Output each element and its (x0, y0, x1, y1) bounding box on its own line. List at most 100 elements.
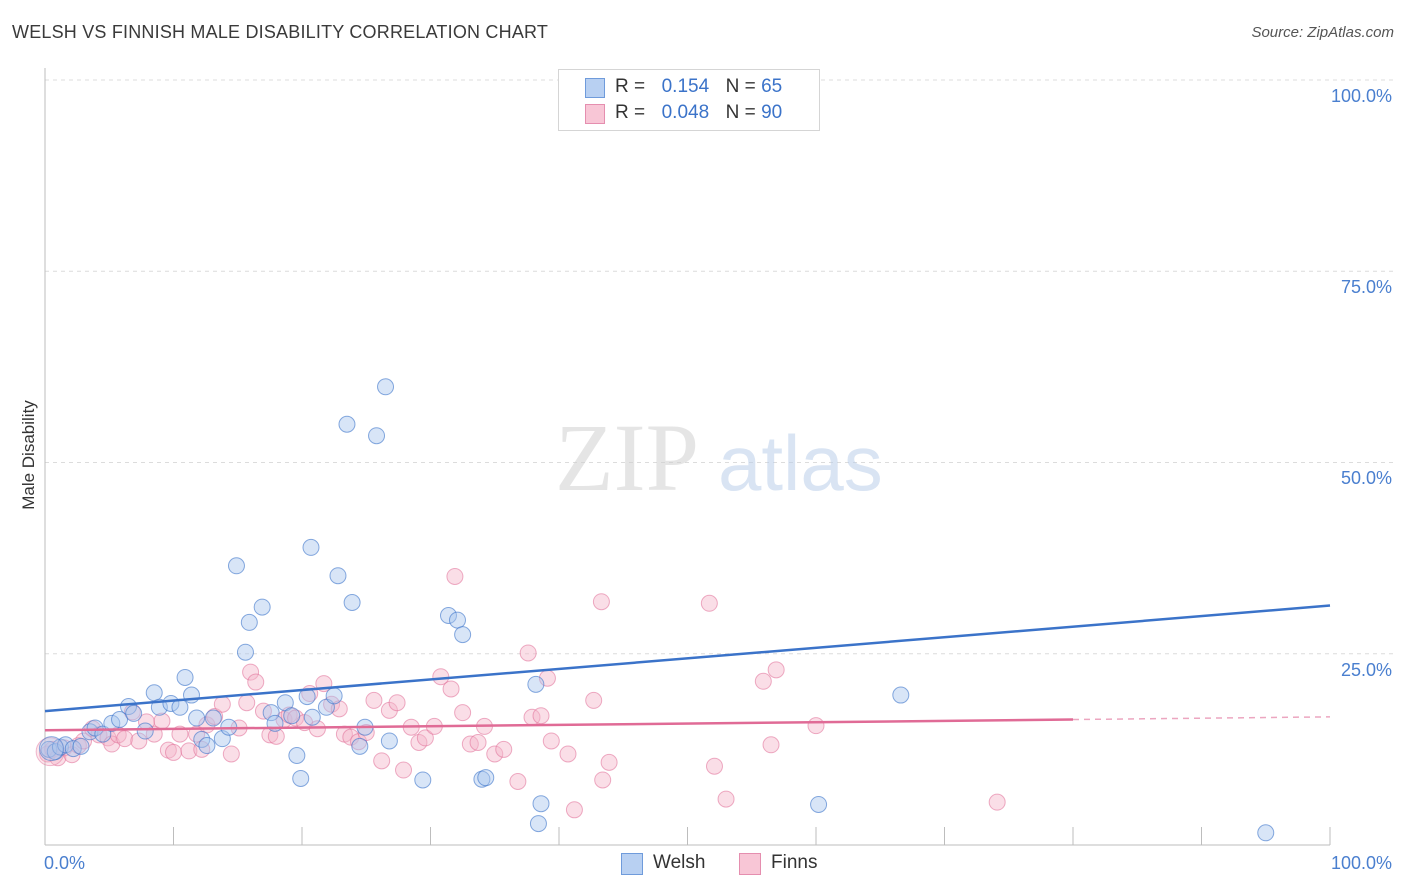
welsh-point (38, 736, 64, 762)
welsh-point (227, 557, 245, 575)
welsh-point (892, 686, 910, 704)
finns-point (519, 644, 537, 662)
finns-point (130, 732, 148, 750)
stats-legend: R = 0.154 N = 65 R = 0.048 N = 90 (558, 69, 820, 131)
finns-point (565, 801, 583, 819)
welsh-point (448, 611, 466, 629)
finns-point (242, 663, 260, 681)
welsh-point (329, 567, 347, 585)
welsh-point (292, 769, 310, 787)
finns-point (542, 732, 560, 750)
finns-point (559, 745, 577, 763)
finns-point (454, 704, 472, 722)
chart-title: WELSH VS FINNISH MALE DISABILITY CORRELA… (12, 22, 549, 42)
finns-trend-line (44, 718, 1074, 732)
source-label: Source: ZipAtlas.com (1251, 24, 1394, 41)
finns-point (247, 673, 265, 691)
finns-point (357, 724, 375, 742)
welsh-point (262, 704, 280, 722)
welsh-point (103, 714, 121, 732)
gridlines (45, 79, 1395, 655)
finns-point (469, 733, 487, 751)
finns-point (416, 729, 434, 747)
finns-point (594, 771, 612, 789)
finns-point (446, 567, 464, 585)
finns-point (442, 680, 460, 698)
finns-point (165, 743, 182, 761)
finns-point (238, 694, 256, 712)
finns-point (395, 761, 413, 779)
finns-point (509, 773, 527, 791)
y-tick-label: 50.0% (1340, 468, 1392, 488)
welsh-point (253, 598, 271, 616)
welsh-point (240, 613, 258, 631)
finns-legend-swatch (739, 853, 761, 875)
finns-point (486, 745, 504, 763)
finns-point (213, 695, 231, 713)
welsh-point (125, 704, 143, 722)
finns-point (116, 730, 134, 748)
finns-r-value: 0.048 (661, 102, 710, 123)
welsh-swatch (585, 78, 605, 98)
welsh-point (302, 538, 320, 556)
welsh-n-value: 65 (761, 76, 783, 97)
finns-point (373, 752, 391, 770)
finns-swatch (585, 104, 605, 124)
y-tick-label: 100.0% (1330, 86, 1392, 106)
welsh-point (439, 607, 457, 624)
watermark: ZIP atlas (555, 404, 883, 511)
welsh-point (204, 709, 222, 727)
y-tick-label: 25.0% (1340, 660, 1392, 680)
y-axis-label: Male Disability (19, 400, 38, 510)
welsh-point (283, 707, 301, 725)
welsh-point (111, 711, 129, 729)
r-label: R = (615, 102, 646, 123)
finns-points (35, 567, 1006, 819)
finns-point (767, 661, 785, 679)
welsh-point (351, 737, 369, 755)
welsh-point (338, 415, 356, 433)
finns-point (365, 691, 383, 709)
finns-point (180, 742, 198, 760)
r-label: R = (615, 76, 646, 97)
welsh-point (380, 732, 398, 750)
welsh-point (236, 643, 254, 661)
finns-point (807, 717, 825, 735)
welsh-point (529, 815, 547, 833)
finns-point (705, 757, 723, 775)
welsh-point (527, 675, 545, 693)
welsh-point (176, 668, 194, 686)
welsh-point (477, 769, 495, 787)
welsh-point (120, 698, 138, 716)
finns-trend-extension (1072, 716, 1331, 721)
welsh-point (198, 737, 216, 755)
welsh-point (377, 378, 395, 396)
welsh-point (72, 737, 90, 755)
finns-point (585, 691, 603, 709)
welsh-point (414, 771, 432, 789)
welsh-point (145, 684, 163, 702)
welsh-point (810, 795, 828, 813)
welsh-legend-swatch (621, 853, 643, 875)
finns-point (592, 593, 610, 611)
welsh-point (288, 746, 306, 764)
x-tick-label: 0.0% (44, 853, 86, 873)
welsh-point (1257, 824, 1275, 842)
welsh-point (454, 626, 472, 644)
welsh-trend-line (44, 604, 1331, 713)
finns-point (762, 736, 780, 754)
finns-point (388, 694, 406, 712)
finns-point (988, 793, 1006, 811)
finns-point (754, 672, 772, 690)
finns-legend-label: Finns (771, 852, 818, 873)
axes (44, 68, 1331, 846)
finns-point (495, 740, 513, 758)
x-tick-label: 100.0% (1330, 853, 1392, 873)
finns-point (600, 753, 618, 771)
welsh-point (343, 593, 361, 611)
finns-point (700, 594, 718, 612)
welsh-point (136, 722, 154, 740)
watermark-zip: ZIP (555, 404, 699, 511)
finns-point (532, 707, 550, 725)
finns-point (153, 712, 171, 730)
